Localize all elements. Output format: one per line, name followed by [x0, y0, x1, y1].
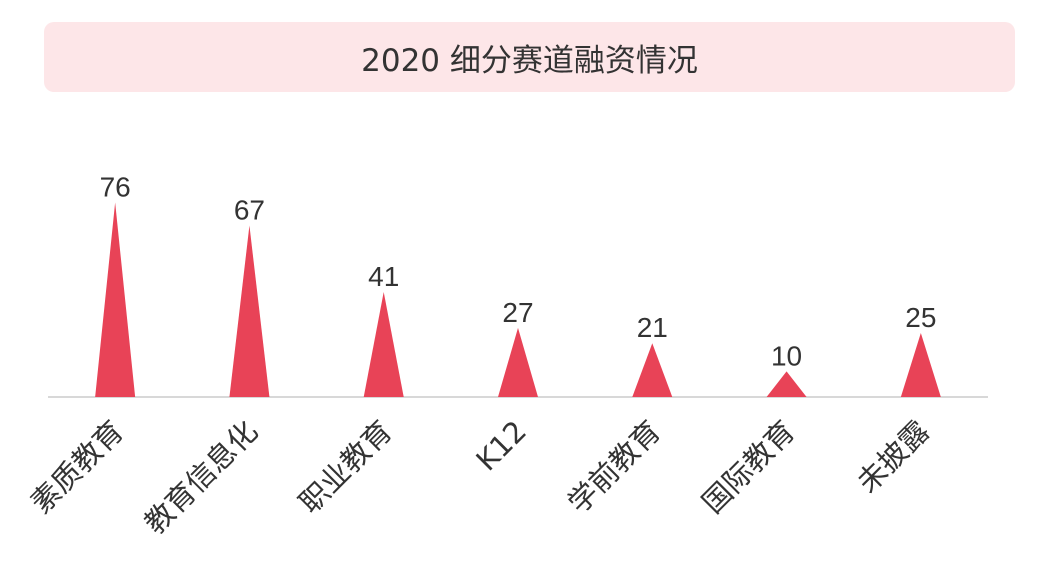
category-label-4: 学前教育: [561, 414, 667, 520]
bar-3: [498, 327, 538, 397]
bar-2: [363, 292, 404, 397]
value-label-1: 67: [234, 194, 265, 225]
bar-5: [766, 371, 807, 397]
value-label-4: 21: [637, 312, 668, 343]
category-label-3: K12: [469, 414, 533, 478]
value-label-6: 25: [905, 302, 936, 333]
category-label-1: 教育信息化: [138, 414, 265, 541]
category-label-2: 职业教育: [293, 414, 399, 520]
value-label-5: 10: [771, 340, 802, 371]
bar-0: [95, 202, 136, 397]
category-label-0: 素质教育: [24, 414, 130, 520]
bar-4: [632, 343, 673, 397]
category-label-6: 未披露: [850, 414, 936, 500]
value-label-0: 76: [100, 171, 131, 202]
bar-1: [229, 225, 270, 397]
chart-title: 2020 细分赛道融资情况: [44, 22, 1015, 92]
value-label-3: 27: [502, 297, 533, 328]
category-label-5: 国际教育: [695, 414, 801, 520]
bars-group: [95, 202, 941, 397]
category-labels-group: 素质教育 教育信息化 职业教育 K12 学前教育 国际教育 未披露: [24, 414, 936, 541]
bar-6: [900, 333, 941, 397]
value-label-2: 41: [368, 261, 399, 292]
value-labels-group: 76 67 41 27 21 10 25: [100, 171, 937, 371]
